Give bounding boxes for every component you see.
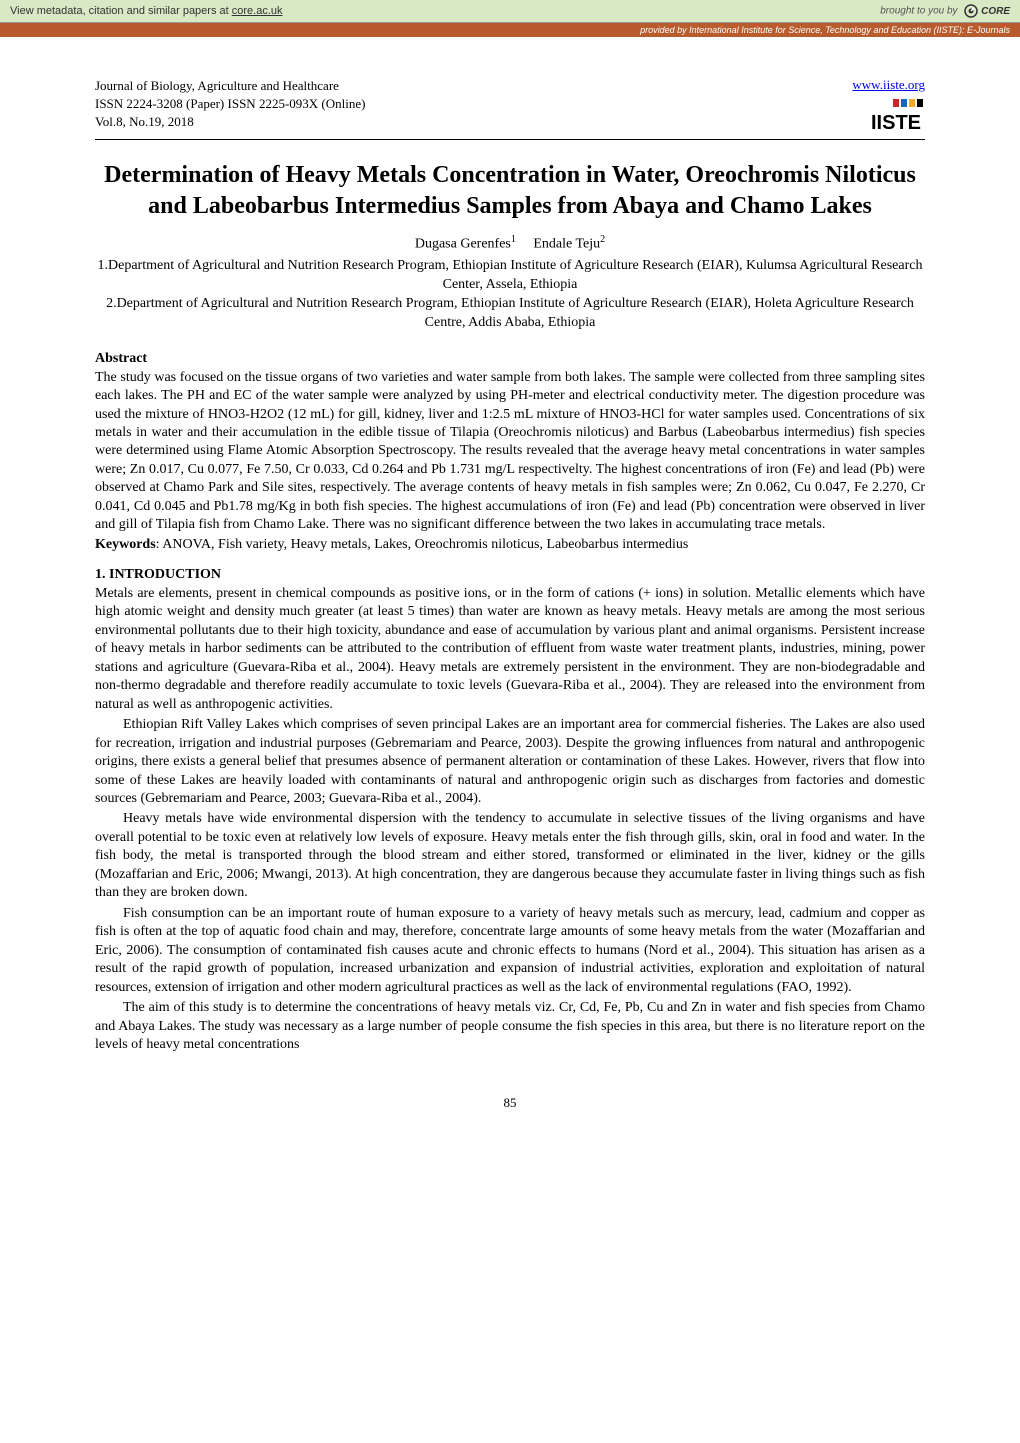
core-banner-right: brought to you by CORE bbox=[880, 4, 1010, 18]
volume-line: Vol.8, No.19, 2018 bbox=[95, 113, 365, 131]
keywords-label: Keywords bbox=[95, 537, 156, 552]
intro-p4: Fish consumption can be an important rou… bbox=[95, 905, 925, 997]
core-banner-brought: brought to you by bbox=[880, 6, 960, 17]
abstract-text: The study was focused on the tissue orga… bbox=[95, 369, 925, 535]
intro-p2: Ethiopian Rift Valley Lakes which compri… bbox=[95, 716, 925, 808]
author1-sup: 1 bbox=[511, 234, 516, 245]
affiliations: 1.Department of Agricultural and Nutriti… bbox=[95, 257, 925, 333]
issn-line: ISSN 2224-3208 (Paper) ISSN 2225-093X (O… bbox=[95, 95, 365, 113]
intro-p5: The aim of this study is to determine th… bbox=[95, 999, 925, 1054]
journal-header-left: Journal of Biology, Agriculture and Heal… bbox=[95, 77, 365, 132]
core-banner-left: View metadata, citation and similar pape… bbox=[10, 5, 283, 17]
intro-p1: Metals are elements, present in chemical… bbox=[95, 585, 925, 714]
intro-body: Metals are elements, present in chemical… bbox=[95, 585, 925, 1055]
abstract-heading: Abstract bbox=[95, 351, 925, 367]
author1-name: Dugasa Gerenfes bbox=[415, 237, 511, 252]
keywords-line: Keywords: ANOVA, Fish variety, Heavy met… bbox=[95, 537, 925, 553]
core-logo-text: CORE bbox=[981, 6, 1010, 17]
page-number: 85 bbox=[95, 1095, 925, 1111]
intro-heading: 1. INTRODUCTION bbox=[95, 567, 925, 583]
author2-sup: 2 bbox=[600, 234, 605, 245]
journal-header: Journal of Biology, Agriculture and Heal… bbox=[95, 77, 925, 140]
provider-text: provided by International Institute for … bbox=[640, 25, 1010, 35]
svg-text:IISTE: IISTE bbox=[871, 112, 921, 133]
provider-banner: provided by International Institute for … bbox=[0, 23, 1020, 37]
iiste-logo-icon: IISTE bbox=[869, 97, 925, 133]
journal-header-right: www.iiste.org IISTE bbox=[852, 77, 925, 133]
author2-name: Endale Teju bbox=[533, 237, 600, 252]
iiste-logo: IISTE bbox=[852, 97, 925, 133]
core-banner-prefix: View metadata, citation and similar pape… bbox=[10, 5, 232, 17]
journal-name: Journal of Biology, Agriculture and Heal… bbox=[95, 77, 365, 95]
affiliation-1: 1.Department of Agricultural and Nutriti… bbox=[95, 257, 925, 295]
article-title: Determination of Heavy Metals Concentrat… bbox=[95, 160, 925, 222]
intro-p3: Heavy metals have wide environmental dis… bbox=[95, 810, 925, 902]
journal-website-link[interactable]: www.iiste.org bbox=[852, 77, 925, 92]
keywords-text: : ANOVA, Fish variety, Heavy metals, Lak… bbox=[156, 537, 689, 552]
core-banner: View metadata, citation and similar pape… bbox=[0, 0, 1020, 23]
core-logo-icon bbox=[964, 4, 978, 18]
authors-line: Dugasa Gerenfes1 Endale Teju2 bbox=[95, 234, 925, 253]
page-content: Journal of Biology, Agriculture and Heal… bbox=[0, 37, 1020, 1141]
core-logo[interactable]: CORE bbox=[964, 6, 1010, 17]
affiliation-2: 2.Department of Agricultural and Nutriti… bbox=[95, 295, 925, 333]
core-link[interactable]: core.ac.uk bbox=[232, 5, 283, 17]
